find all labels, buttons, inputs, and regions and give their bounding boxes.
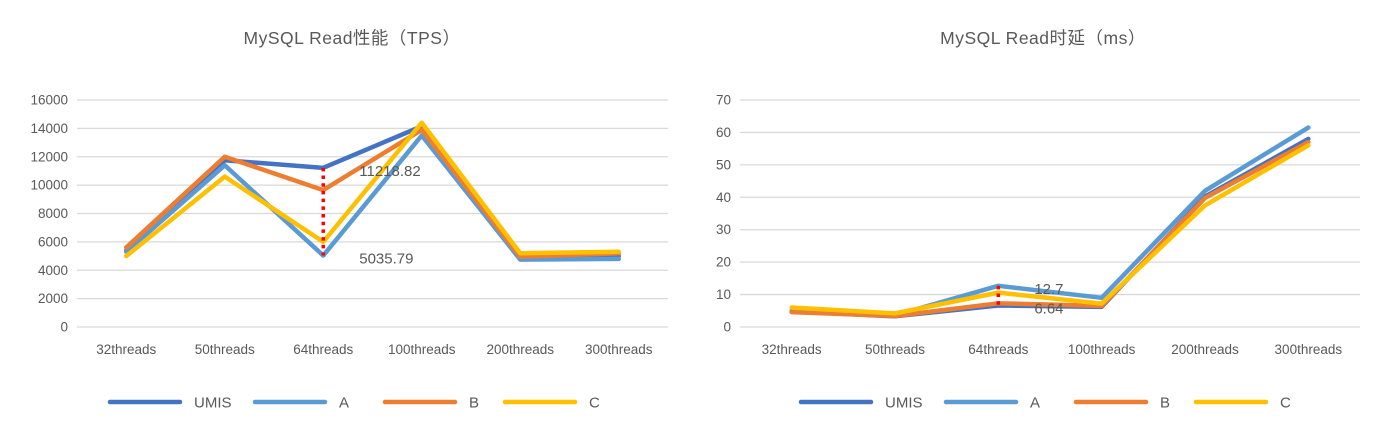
x-tick-label: 32threads [762,342,822,357]
series-line-c [789,143,1311,316]
annotation-label: 6.64 [1034,300,1063,317]
annotation-label: 5035.79 [359,251,413,268]
x-tick-label: 200threads [486,342,554,357]
latency-chart: MySQL Read时延（ms） 0 10 20 30 40 50 60 70 32threads… [691,0,1382,435]
tps-chart: MySQL Read性能（TPS） 0 2000 4000 6000 8000 10000 1… [30,28,668,412]
y-tick-label: 70 [716,93,731,108]
y-tick-label: 50 [716,157,731,172]
legend-label-b: B [469,395,479,412]
chart-title: MySQL Read时延（ms） [940,28,1146,48]
x-tick-label: 50threads [195,342,255,357]
y-tick-label: 10000 [30,178,68,193]
chart-title: MySQL Read性能（TPS） [244,28,461,48]
x-tick-label: 300threads [585,342,653,357]
series-line-b [124,127,621,260]
annotation-label: 11218.82 [359,163,420,180]
x-tick-label: 64threads [293,342,353,357]
series-line-c [124,120,621,259]
y-tick-label: 20 [716,255,731,270]
tps-chart-canvas: MySQL Read性能（TPS） 0 2000 4000 6000 8000 10000 1… [30,28,668,412]
y-tick-label: 40 [716,190,731,205]
y-tick-label: 2000 [38,291,68,306]
y-tick-label: 14000 [30,121,68,136]
x-tick-label: 100threads [388,342,456,357]
annotation-label: 12.7 [1034,281,1063,298]
legend-label-umis: UMIS [885,395,923,412]
y-tick-label: 6000 [38,234,68,249]
legend-label-c: C [1280,395,1291,412]
x-tick-label: 300threads [1275,342,1343,357]
legend-label-a: A [1030,395,1040,412]
x-tick-label: 50threads [865,342,925,357]
legend-label-a: A [339,395,349,412]
x-tick-label: 64threads [968,342,1028,357]
y-tick-label: 12000 [30,149,68,164]
latency-chart-canvas: MySQL Read时延（ms） 0 10 20 30 40 50 60 70 32threads… [716,28,1360,412]
y-tick-label: 0 [723,320,731,335]
legend-label-c: C [589,395,600,412]
legend-label-b: B [1160,395,1170,412]
y-tick-label: 16000 [30,93,68,108]
y-tick-label: 8000 [38,206,68,221]
y-tick-label: 30 [716,222,731,237]
x-tick-label: 100threads [1068,342,1136,357]
y-tick-label: 0 [60,320,68,335]
x-tick-label: 32threads [96,342,156,357]
series-line-b [789,139,1311,319]
y-tick-label: 60 [716,125,731,140]
y-tick-label: 4000 [38,263,68,278]
x-tick-label: 200threads [1171,342,1239,357]
legend-label-umis: UMIS [194,395,232,412]
series-line-a [124,133,621,262]
y-tick-label: 10 [716,287,731,302]
